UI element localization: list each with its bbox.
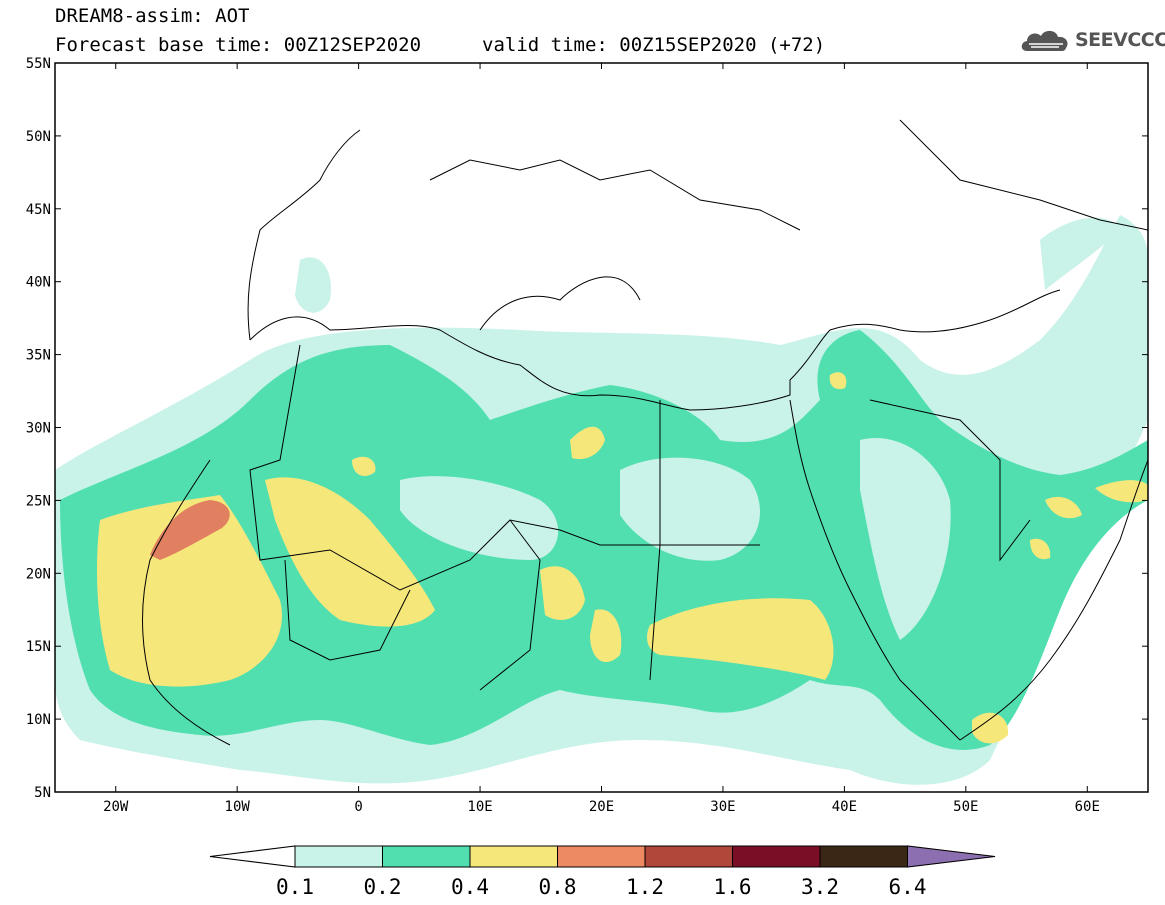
logo-text: SEEVCCC: [1075, 29, 1165, 51]
border: [649, 400, 661, 681]
lon-label: 40E: [832, 799, 857, 815]
lat-label: 5N: [34, 785, 51, 801]
border: [429, 159, 801, 231]
colorbar-swatch: [644, 845, 733, 868]
cloud-icon: [1021, 30, 1068, 51]
coastline: [142, 459, 231, 746]
title-base-time: Forecast base time: 00Z12SEP2020: [55, 34, 422, 56]
aot-contour-light: [295, 257, 331, 313]
latitude-axis: 55N 50N 45N 40N 35N 30N 25N 20N 15N 10N 5N: [26, 56, 1148, 801]
colorbar-label: 6.4: [889, 875, 927, 899]
lon-label: 10E: [467, 799, 492, 815]
colorbar-swatch: [557, 845, 646, 868]
colorbar-max-arrow: [907, 845, 996, 868]
colorbar-swatch: [732, 845, 821, 868]
lon-label: 10W: [225, 799, 251, 815]
colorbar-swatch: [294, 845, 383, 868]
aot-contour-light: [1040, 217, 1120, 290]
seevccc-logo: SEEVCCC: [1019, 26, 1165, 56]
aot-contour-yellow: [1030, 538, 1051, 560]
coastline: [789, 399, 961, 741]
longitude-axis: 20W 10W 0 10E 20E 30E 40E 50E 60E: [103, 63, 1100, 815]
aot-gap: [400, 476, 559, 560]
aot-gap: [860, 438, 951, 640]
colorbar-label: 0.2: [364, 875, 402, 899]
border: [479, 519, 541, 691]
lat-label: 55N: [26, 56, 51, 72]
coastline: [249, 289, 1061, 411]
coastlines-and-borders: [142, 119, 1148, 746]
colorbar-label: 3.2: [801, 875, 839, 899]
coastline: [959, 459, 1148, 741]
lon-label: 30E: [710, 799, 735, 815]
border: [899, 119, 1148, 231]
aot-contour-yellow: [265, 477, 435, 627]
lat-label: 20N: [26, 566, 51, 582]
lat-label: 40N: [26, 275, 51, 291]
aot-contour-yellow: [570, 426, 605, 460]
lat-label: 50N: [26, 129, 51, 145]
colorbar-label: 1.2: [626, 875, 664, 899]
lat-label: 45N: [26, 202, 51, 218]
lat-label: 30N: [26, 421, 51, 437]
aot-contour-yellow: [972, 712, 1009, 744]
colorbar-min-arrow: [209, 845, 296, 868]
aot-contour-yellow: [540, 566, 585, 620]
lat-label: 25N: [26, 493, 51, 509]
aot-field: [55, 215, 1148, 785]
lon-label: 50E: [953, 799, 978, 815]
lat-label: 35N: [26, 348, 51, 364]
colorbar-swatch: [819, 845, 908, 868]
colorbar-label: 0.1: [276, 875, 314, 899]
lat-label: 15N: [26, 639, 51, 655]
aot-contour-yellow: [590, 609, 622, 663]
aot-contour-yellow: [1045, 496, 1082, 519]
colorbar-label: 1.6: [714, 875, 752, 899]
aot-contour-orange: [150, 500, 230, 560]
colorbar-swatch: [382, 845, 471, 868]
aot-contour-green: [60, 330, 1148, 750]
aot-contour-yellow: [352, 456, 376, 476]
border: [479, 276, 641, 331]
title-product: DREAM8-assim: AOT: [55, 5, 250, 27]
lon-label: 60E: [1075, 799, 1100, 815]
border: [249, 344, 760, 591]
lon-label: 0: [354, 799, 362, 815]
colorbar: 0.1 0.2 0.4 0.8 1.2 1.6 3.2 6.4: [209, 845, 996, 899]
lon-label: 20W: [103, 799, 129, 815]
lat-label: 10N: [26, 712, 51, 728]
coastline: [247, 129, 361, 341]
title-valid-time: valid time: 00Z15SEP2020 (+72): [482, 34, 826, 56]
aot-contour-yellow: [829, 372, 847, 390]
colorbar-swatch: [469, 845, 558, 868]
border: [284, 559, 411, 661]
aot-contour-yellow: [647, 598, 834, 680]
colorbar-label: 0.4: [451, 875, 489, 899]
lon-label: 20E: [589, 799, 614, 815]
colorbar-label: 0.8: [539, 875, 577, 899]
aot-gap: [620, 457, 760, 561]
border: [869, 399, 1031, 562]
